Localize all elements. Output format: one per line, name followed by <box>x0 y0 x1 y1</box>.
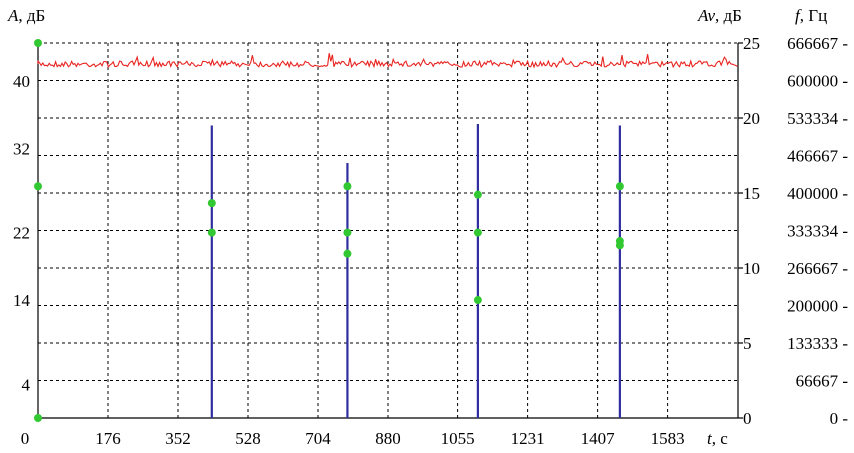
frequency-tick-label: 133333 - <box>787 334 848 353</box>
data-point <box>343 182 351 190</box>
data-point <box>34 182 42 190</box>
data-point <box>343 250 351 258</box>
x-tick-label: 1055 <box>441 429 475 448</box>
data-point <box>616 241 624 249</box>
data-point <box>343 229 351 237</box>
frequency-tick-label: 666667 - <box>787 34 848 53</box>
time-axis-title: t, с <box>707 429 728 448</box>
frequency-tick-label: 333334 - <box>787 222 848 241</box>
av-tick-label: 20 <box>743 109 760 128</box>
frequency-axis-title: f, Гц <box>795 6 827 25</box>
x-tick-label: 528 <box>235 429 261 448</box>
av-tick-label: 15 <box>743 184 760 203</box>
frequency-tick-label: 466667 - <box>787 147 848 166</box>
grid <box>38 43 743 418</box>
frequency-tick-label: 0 - <box>830 409 849 428</box>
x-tick-label: 1583 <box>651 429 685 448</box>
av-axis-title: Av, дБ <box>697 6 742 25</box>
av-tick-label: 10 <box>743 259 760 278</box>
data-point <box>474 296 482 304</box>
av-tick-label: 0 <box>743 409 752 428</box>
frequency-tick-label: 400000 - <box>787 184 848 203</box>
frequency-tick-label: 600000 - <box>787 72 848 91</box>
x-tick-label: 0 <box>21 429 30 448</box>
data-point <box>616 182 624 190</box>
left-tick-label: 32 <box>13 139 30 158</box>
frequency-tick-label: 66667 - <box>796 372 849 391</box>
data-point <box>474 191 482 199</box>
x-tick-label: 1231 <box>511 429 545 448</box>
x-tick-label: 880 <box>375 429 401 448</box>
x-tick-label: 352 <box>165 429 191 448</box>
left-tick-label: 40 <box>13 72 30 91</box>
left-tick-label: 14 <box>13 291 31 310</box>
data-point <box>474 229 482 237</box>
pulse-series <box>212 124 620 418</box>
x-tick-label: 176 <box>95 429 121 448</box>
x-tick-label: 1407 <box>581 429 616 448</box>
frequency-tick-label: 533334 - <box>787 109 848 128</box>
left-tick-label: 4 <box>22 375 31 394</box>
data-point <box>34 414 42 422</box>
data-point <box>208 229 216 237</box>
frequency-tick-label: 266667 - <box>787 259 848 278</box>
left-axis-title: A, дБ <box>7 6 45 25</box>
left-tick-label: 22 <box>13 224 30 243</box>
x-tick-label: 704 <box>305 429 331 448</box>
av-tick-label: 25 <box>743 34 760 53</box>
data-point <box>34 39 42 47</box>
data-point <box>208 199 216 207</box>
tick-labels: 4 14 22 32 40 0 5 10 15 20 25 0 - 66667 - 133333 - 200… <box>13 34 848 448</box>
frequency-tick-label: 200000 - <box>787 297 848 316</box>
av-tick-label: 5 <box>743 334 752 353</box>
